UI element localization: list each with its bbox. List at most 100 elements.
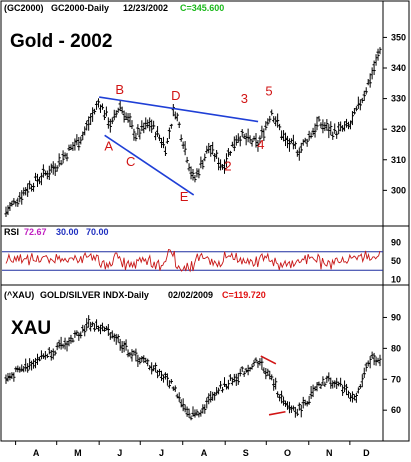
xau-bar xyxy=(14,366,18,373)
xau-bar xyxy=(230,377,234,386)
xau-bar xyxy=(104,325,108,331)
gold-bar xyxy=(348,120,353,130)
xau-bar xyxy=(191,406,195,417)
xau-bar xyxy=(122,341,126,353)
rsi-lower-level: 30.00 xyxy=(56,227,79,237)
x-tick-label: S xyxy=(243,448,249,458)
gold-bar xyxy=(281,130,286,142)
xau-bar xyxy=(321,376,325,386)
gold-bar xyxy=(108,118,112,133)
xau-bar xyxy=(51,348,55,360)
gold-bar xyxy=(100,103,105,110)
gold-bar xyxy=(169,123,173,129)
gold-bar xyxy=(250,139,254,147)
xau-bar xyxy=(171,386,175,391)
gold-bar xyxy=(201,159,205,170)
xau-bar xyxy=(37,356,42,362)
gold-bar xyxy=(199,156,203,169)
xau-close-label: C=119.720 xyxy=(222,290,266,300)
x-tick-label: A xyxy=(201,448,208,458)
xau-bar xyxy=(205,397,209,409)
xau-bar xyxy=(87,315,91,328)
gold-bar xyxy=(53,163,57,176)
xau-bar xyxy=(96,325,101,332)
xau-bar xyxy=(85,318,89,331)
gold-bar xyxy=(75,134,79,146)
gold-bar xyxy=(110,117,114,125)
xau-bar xyxy=(33,357,38,369)
gold-bar xyxy=(49,163,53,173)
xau-bar xyxy=(75,330,79,336)
gold-bar xyxy=(187,163,191,172)
xau-bar xyxy=(35,353,40,365)
rsi-line xyxy=(5,248,381,273)
gold-bar xyxy=(270,109,274,116)
gold-bar xyxy=(87,116,91,131)
xau-bar xyxy=(329,377,333,389)
gold-bar xyxy=(155,126,160,137)
wave-label-2: 2 xyxy=(224,158,231,173)
gold-bar xyxy=(254,133,258,148)
gold-bar xyxy=(205,145,209,154)
xau-bar xyxy=(307,395,311,405)
gold-bar xyxy=(327,124,331,139)
gold-bar xyxy=(14,201,18,207)
xau-bar xyxy=(45,353,49,359)
gold-bar xyxy=(146,119,150,129)
xau-bar xyxy=(315,382,319,392)
xau-bar xyxy=(130,349,134,362)
x-tick-label: J xyxy=(159,448,164,458)
xau-date: 02/02/2009 xyxy=(168,290,213,300)
gold-bar xyxy=(268,115,272,123)
gold-bar xyxy=(24,187,28,196)
xau-bar xyxy=(264,368,268,380)
xau-bar xyxy=(83,325,87,337)
gold-bar xyxy=(317,115,321,122)
xau-bar xyxy=(26,363,30,373)
xau-bar xyxy=(67,337,71,347)
gold-bar xyxy=(238,135,242,147)
gold-bar xyxy=(207,142,211,154)
xau-bar xyxy=(207,393,211,405)
xau-bar xyxy=(244,367,248,373)
gold-bar xyxy=(234,135,238,146)
gold-y-tick-label: 310 xyxy=(391,155,406,165)
xau-bar xyxy=(299,404,303,418)
gold-bar xyxy=(102,109,107,121)
gold-bar xyxy=(337,121,341,135)
gold-bar xyxy=(4,206,8,218)
gold-bar xyxy=(376,48,380,61)
gold-bar xyxy=(333,123,337,134)
xau-bar xyxy=(283,400,288,407)
xau-y-tick-label: 90 xyxy=(391,312,401,322)
xau-bar xyxy=(152,365,156,372)
gold-bar xyxy=(91,107,95,122)
gold-bar xyxy=(148,117,152,132)
gold-bar xyxy=(362,90,366,101)
gold-y-tick-label: 340 xyxy=(391,63,406,73)
gold-bar xyxy=(26,183,30,197)
xau-bar xyxy=(279,390,284,404)
xau-bar xyxy=(348,393,353,402)
gold-bar xyxy=(350,111,355,126)
xau-bar xyxy=(250,364,254,370)
xau-bar xyxy=(305,400,309,407)
xau-bar xyxy=(317,381,321,387)
gold-y-tick-label: 320 xyxy=(391,124,406,134)
gold-bar xyxy=(287,138,292,152)
gold-bar xyxy=(289,138,294,144)
xau-bar xyxy=(128,352,132,357)
gold-bar xyxy=(112,109,116,121)
gold-bar xyxy=(65,152,69,162)
xau-bar xyxy=(260,357,264,370)
xau-bar xyxy=(140,355,144,363)
gold-bar xyxy=(16,197,20,207)
gold-bar xyxy=(116,107,120,113)
gold-bar xyxy=(159,137,164,148)
gold-bar xyxy=(297,147,301,161)
xau-bar xyxy=(150,362,154,375)
gold-bar xyxy=(6,205,10,216)
gold-bar xyxy=(258,135,262,144)
xau-bar xyxy=(193,409,197,418)
xau-bar xyxy=(161,374,166,383)
